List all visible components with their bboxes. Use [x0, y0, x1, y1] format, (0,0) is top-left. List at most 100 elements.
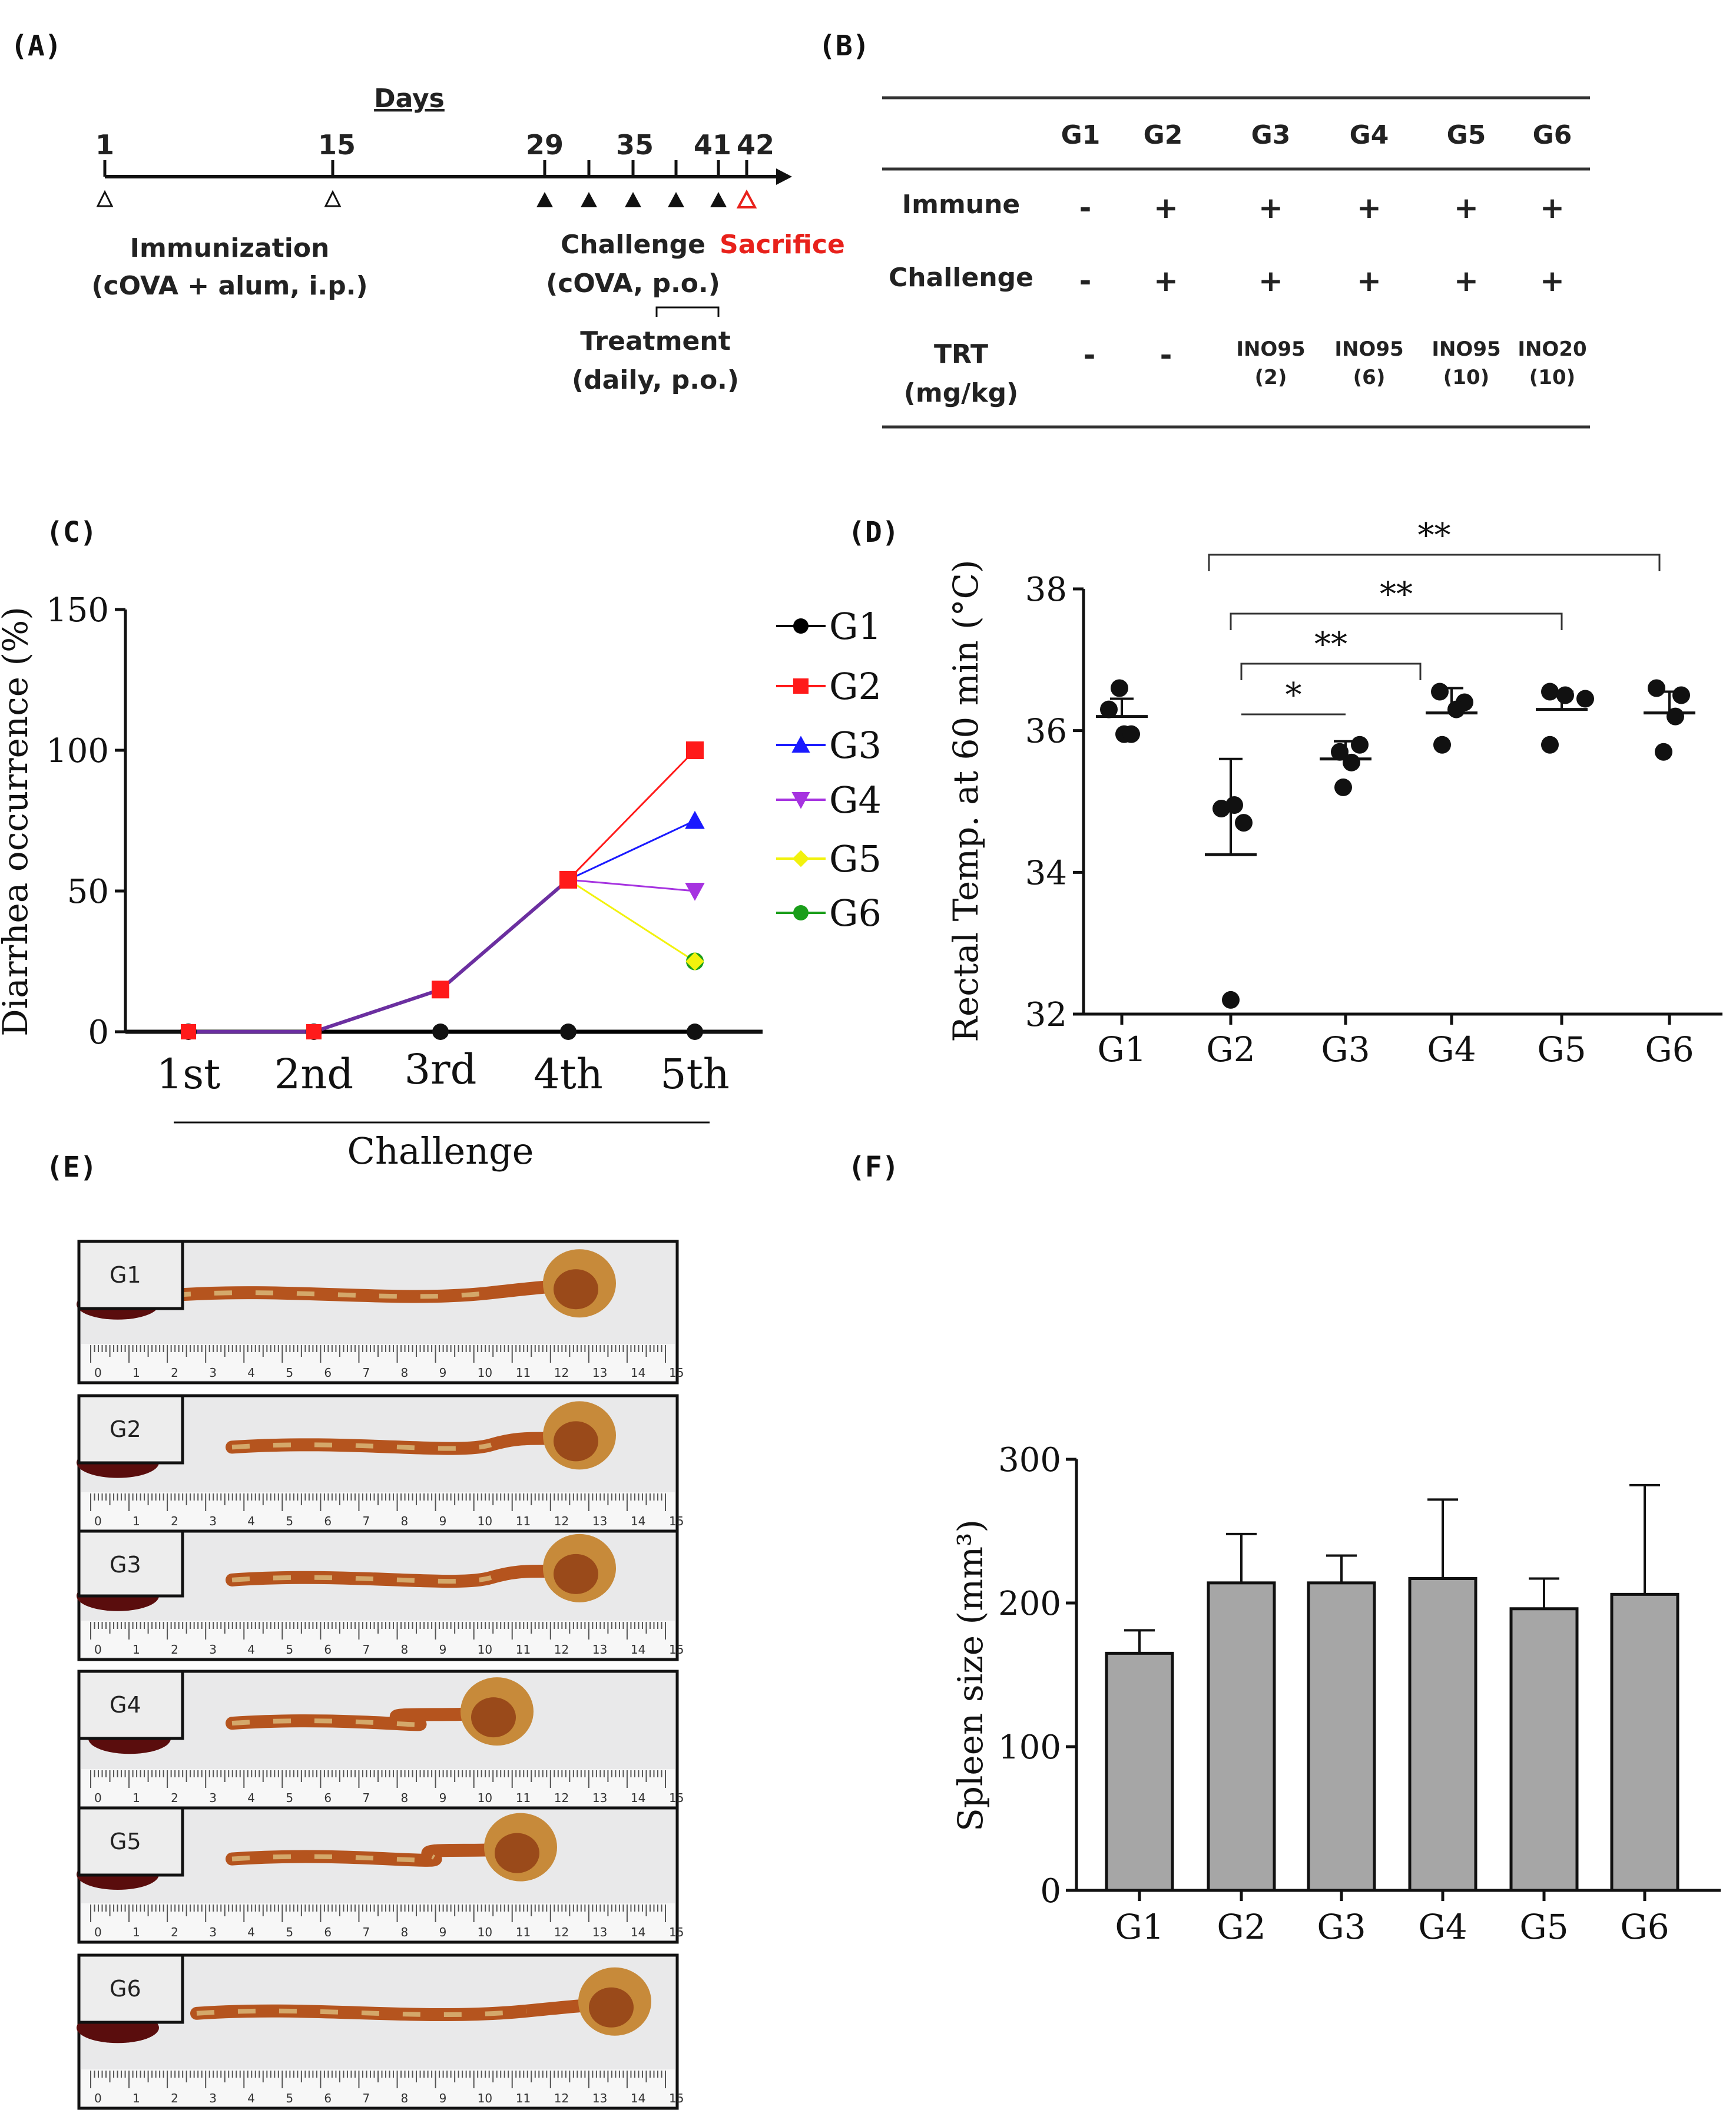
ruler-number: 6 — [324, 1366, 332, 1380]
legend-item-g5: G5 — [776, 837, 882, 880]
ruler-number: 9 — [439, 1642, 447, 1657]
photo-label-box — [77, 1394, 184, 1465]
series-g2-point — [686, 741, 704, 759]
series-g3-point — [685, 810, 705, 829]
chart-f-ytick-label: 300 — [998, 1441, 1061, 1479]
series-g2-point — [181, 1024, 196, 1039]
significance-label: * — [1286, 676, 1302, 714]
ruler-number: 8 — [401, 1366, 409, 1380]
immunization-detail: (cOVA + alum, i.p.) — [91, 271, 367, 301]
ruler-number: 2 — [171, 1791, 178, 1805]
challenge-marker-4 — [668, 192, 684, 207]
chart-f-bar-g3 — [1307, 1581, 1376, 1892]
challenge-label: Challenge — [561, 230, 705, 260]
photo-label-box — [77, 1529, 184, 1598]
ruler-number: 14 — [631, 1514, 645, 1528]
chart-d-ytick-label: 36 — [1025, 713, 1067, 751]
ruler-number: 9 — [439, 1514, 447, 1528]
ruler-number: 3 — [209, 1642, 217, 1657]
ruler-number: 5 — [286, 1514, 293, 1528]
cell-trt-g6-drug: INO20 — [1518, 337, 1586, 361]
legend-marker-g6 — [793, 905, 809, 920]
chart-d-point-g5 — [1556, 686, 1574, 704]
chart-f-ytick-label: 0 — [1040, 1872, 1061, 1910]
chart-f-bar-g2 — [1207, 1581, 1276, 1892]
chart-d-xtick-label: G6 — [1645, 1029, 1694, 1069]
ruler-number: 7 — [362, 1642, 370, 1657]
cell-immune-g2: + — [1154, 191, 1178, 225]
ruler-number: 5 — [286, 1366, 293, 1380]
photo-label-box — [77, 1240, 184, 1310]
cell-challenge-g1: - — [1079, 264, 1092, 298]
legend-marker-g1 — [793, 618, 809, 634]
chart-d-point-g3 — [1334, 778, 1352, 796]
ruler-number: 8 — [401, 1514, 409, 1528]
ruler-number: 5 — [286, 2091, 293, 2105]
ruler-number: 0 — [94, 1642, 102, 1657]
legend-label: G5 — [829, 837, 882, 880]
significance-line — [1240, 663, 1422, 680]
ruler-number: 13 — [592, 1642, 607, 1657]
ruler-number: 3 — [209, 1514, 217, 1528]
photo-label: G2 — [110, 1416, 141, 1442]
ruler-number: 9 — [439, 1366, 447, 1380]
ruler-number: 12 — [554, 1791, 569, 1805]
chart-d-ytick-label: 38 — [1025, 571, 1067, 609]
immunization-label: Immunization — [130, 233, 330, 263]
treatment-detail: (daily, p.o.) — [572, 365, 739, 395]
ruler-number: 0 — [94, 1791, 102, 1805]
legend-label: G2 — [829, 665, 882, 708]
timeline: Days 1 15 29 35 41 42 — [91, 84, 844, 395]
ruler-number: 3 — [209, 1925, 217, 1939]
chart-c-xtick-label: 1st — [157, 1050, 221, 1098]
chart-f-bar-g5 — [1509, 1607, 1579, 1892]
chart-c-xtick-label: 4th — [534, 1050, 603, 1098]
photo-label-box — [77, 1953, 184, 2024]
ruler-number: 12 — [554, 2091, 569, 2105]
sacrifice-marker — [736, 189, 757, 208]
significance-bracket: * — [1241, 676, 1346, 716]
chart-d-point-g1 — [1122, 725, 1140, 743]
table-header-g5: G5 — [1447, 120, 1486, 150]
chart-f-bar-g1 — [1105, 1651, 1174, 1892]
legend-marker-g4 — [791, 792, 810, 809]
ruler-number: 7 — [362, 1925, 370, 1939]
chart-d-point-g4 — [1447, 700, 1465, 718]
table-header-g4: G4 — [1350, 120, 1389, 150]
chart-c-ytick-label: 50 — [67, 873, 109, 911]
sacrifice-label: Sacrifice — [720, 230, 845, 260]
series-g1-point — [432, 1024, 449, 1040]
cell-challenge-g2: + — [1154, 264, 1178, 298]
diarrhea-chart: Diarrhea occurrence (%) 0 50 100 150 1st 2nd… — [0, 591, 882, 1173]
ruler-number: 11 — [516, 2091, 531, 2105]
ruler-number: 8 — [401, 2091, 409, 2105]
significance-bracket: ** — [1240, 625, 1422, 680]
row-label-immune: Immune — [902, 190, 1021, 220]
ruler-number: 10 — [478, 1514, 492, 1528]
legend-marker-g3 — [791, 736, 810, 753]
cecum-shade — [589, 1987, 634, 2028]
chart-d-point-g5 — [1541, 736, 1559, 754]
chart-c-xtick-label: 3rd — [405, 1045, 477, 1094]
chart-f-xtick-label: G4 — [1418, 1907, 1467, 1947]
cell-trt-g2: - — [1160, 338, 1172, 372]
significance-bracket: ** — [1208, 516, 1661, 571]
cell-challenge-g6: + — [1540, 264, 1565, 298]
ruler-number: 2 — [171, 2091, 178, 2105]
intestine-highlight — [231, 1718, 423, 1727]
chart-d-point-g4 — [1433, 736, 1451, 754]
ruler-number: 1 — [132, 1366, 140, 1380]
ruler-number: 10 — [478, 1366, 492, 1380]
ruler-number: 14 — [631, 1642, 645, 1657]
cell-trt-g1: - — [1084, 338, 1096, 372]
challenge-marker-3 — [625, 192, 641, 207]
chart-f-ylabel: Spleen size (mm³) — [950, 1519, 990, 1831]
ruler-number: 9 — [439, 1791, 447, 1805]
photo-label-box — [77, 1670, 184, 1740]
ruler-number: 14 — [631, 2091, 645, 2105]
day-label-29: 29 — [526, 129, 564, 161]
day-label-42: 42 — [737, 129, 774, 161]
intestine-highlight — [231, 1854, 438, 1863]
